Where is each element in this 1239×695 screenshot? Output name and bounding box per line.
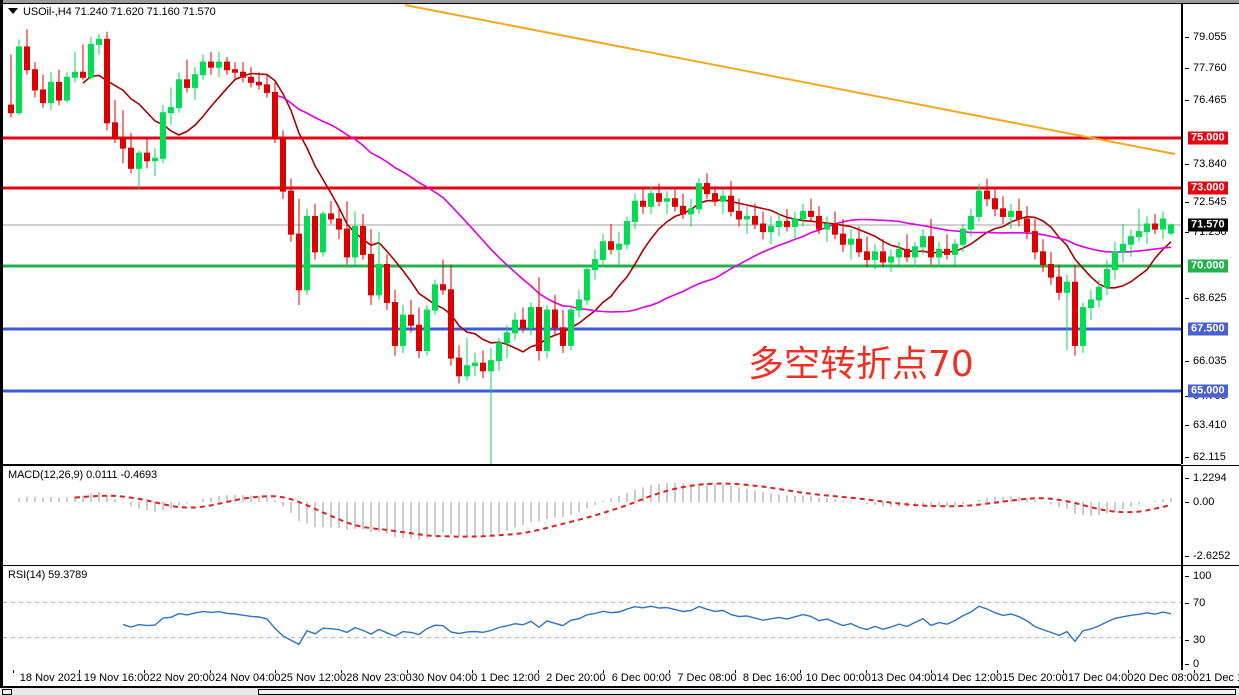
axis-tickmark (1185, 232, 1189, 233)
rsi-label: RSI(14) 59.3789 (8, 569, 88, 581)
rsi-axis-tick: 0 (1193, 658, 1200, 670)
rsi-axis-tick: 70 (1193, 597, 1206, 609)
time-axis-notch (1128, 670, 1130, 673)
time-axis-tick: 1 Dec 12:00 (480, 672, 540, 684)
time-axis-tick: 6 Dec 00:00 (611, 672, 672, 684)
axis-tickmark (1185, 164, 1189, 165)
time-axis-notch (800, 670, 802, 673)
time-axis-tick: 15 Dec 20:00 (1002, 672, 1068, 684)
price-level-tag[interactable]: 75.000 (1188, 131, 1228, 145)
scrollbar-thumb[interactable] (258, 689, 1236, 695)
macd-axis-tick: 1.2294 (1193, 472, 1227, 484)
time-axis-notch (209, 670, 211, 673)
time-axis-notch (1062, 670, 1064, 673)
time-axis-tick: 13 Dec 04:00 (871, 672, 937, 684)
price-level-tag[interactable]: 71.570 (1188, 218, 1228, 232)
time-axis-tick: 22 Nov 20:00 (149, 672, 215, 684)
axis-tickmark (1185, 576, 1189, 577)
price-chart-canvas (3, 4, 1181, 464)
price-axis-tick: 76.465 (1193, 94, 1227, 106)
price-level-tag[interactable]: 67.500 (1188, 322, 1228, 336)
price-axis-tick: 72.545 (1193, 196, 1227, 208)
time-axis-notch (275, 670, 277, 673)
price-chart-pane[interactable]: USOil-,H4 71.240 71.620 71.160 71.570 多空… (3, 4, 1181, 465)
rsi-axis-tick: 30 (1193, 634, 1206, 646)
time-axis-notch (144, 670, 146, 673)
time-axis-notch (734, 670, 736, 673)
axis-tickmark (1185, 664, 1189, 665)
macd-axis-tick: 0.00 (1193, 496, 1215, 508)
axis-tickmark (1185, 478, 1189, 479)
price-axis-tick: 77.760 (1193, 62, 1227, 74)
time-axis-notch (997, 670, 998, 673)
axis-tickmark (1185, 425, 1189, 426)
time-axis-notch (341, 670, 342, 673)
rsi-axis-tick: 100 (1193, 570, 1212, 582)
price-axis-tick: 63.410 (1193, 419, 1227, 431)
time-axis-notch (78, 670, 80, 673)
chart-annotation-text: 多空转折点70 (748, 344, 974, 385)
price-axis-tick: 79.055 (1193, 31, 1227, 43)
scrollbar-left-button[interactable] (2, 689, 12, 695)
axis-tickmark (1185, 640, 1189, 641)
price-axis[interactable]: 79.055 77.760 76.465 73.840 72.545 71.250 68.6… (1181, 4, 1239, 464)
time-axis-notch (931, 670, 933, 673)
price-level-tag[interactable]: 70.000 (1188, 259, 1228, 273)
time-axis-notch (406, 670, 408, 673)
price-axis-tick: 68.625 (1193, 292, 1227, 304)
axis-tickmark (1185, 603, 1189, 604)
axis-tickmark (1185, 502, 1189, 503)
macd-label: MACD(12,26,9) 0.0111 -0.4693 (8, 469, 158, 481)
time-axis-tick: 18 Nov 2021 (19, 672, 83, 684)
time-axis-notch (603, 670, 605, 673)
macd-canvas (18, 482, 1172, 540)
axis-tickmark (1185, 298, 1189, 299)
time-axis-tick: 30 Nov 04:00 (411, 672, 478, 684)
price-axis-tick: 66.035 (1193, 355, 1227, 367)
macd-axis-tick: -2.6252 (1193, 550, 1231, 562)
bottom-divider (0, 686, 1239, 688)
rsi-axis: 100 70 30 0 (1181, 565, 1239, 671)
time-axis-tick: 14 Dec 12:00 (936, 672, 1003, 684)
time-axis-tick: 24 Nov 04:00 (215, 672, 281, 684)
axis-tickmark (1185, 396, 1189, 397)
rsi-pane[interactable]: RSI(14) 59.3789 (3, 565, 1181, 671)
time-axis-tick: 19 Nov 16:00 (83, 672, 150, 684)
title-bar-divider (3, 3, 1239, 4)
time-axis-notch (865, 670, 867, 673)
price-axis-tick: 62.115 (1193, 451, 1226, 463)
axis-tickmark (1185, 202, 1189, 203)
time-axis-tick: 10 Dec 00:00 (805, 672, 871, 684)
macd-axis: 1.2294 0.00 -2.6252 (1181, 465, 1239, 566)
price-level-tag[interactable]: 73.000 (1188, 181, 1228, 195)
time-axis[interactable]: 18 Nov 2021 19 Nov 16:00 22 Nov 20:00 24 No… (3, 670, 1239, 686)
axis-tickmark (1185, 100, 1189, 101)
price-axis-tick: 73.840 (1193, 158, 1227, 170)
time-axis-tick: 20 Dec 08:00 (1133, 672, 1199, 684)
time-axis-notch (472, 670, 474, 673)
price-level-tag[interactable]: 65.000 (1188, 384, 1228, 398)
rsi-canvas (3, 601, 1181, 646)
time-axis-tick: 8 Dec 16:00 (742, 672, 803, 684)
title-bar-strip (3, 0, 1239, 3)
chevron-down-icon[interactable] (8, 8, 18, 14)
time-axis-notch (1193, 670, 1195, 673)
axis-tickmark (1185, 68, 1189, 69)
axis-tickmark (1185, 37, 1189, 38)
time-axis-tick: 7 Dec 08:00 (677, 672, 737, 684)
time-axis-tick: 17 Dec 04:00 (1067, 672, 1134, 684)
time-axis-tick: 25 Nov 12:00 (280, 672, 347, 684)
time-axis-tick: 2 Dec 20:00 (546, 672, 606, 684)
symbol-ohlc-label: USOil-,H4 71.240 71.620 71.160 71.570 (23, 6, 216, 18)
time-axis-tick: 21 Dec 16:00 (1199, 672, 1239, 684)
macd-pane[interactable]: MACD(12,26,9) 0.0111 -0.4693 (3, 465, 1181, 566)
axis-tickmark (1185, 361, 1189, 362)
axis-tickmark (1185, 556, 1189, 557)
time-axis-notch (537, 670, 539, 673)
axis-tickmark (1185, 457, 1189, 458)
time-axis-tick: 28 Nov 23:00 (346, 672, 412, 684)
time-axis-notch (13, 670, 14, 673)
time-axis-notch (669, 670, 670, 673)
